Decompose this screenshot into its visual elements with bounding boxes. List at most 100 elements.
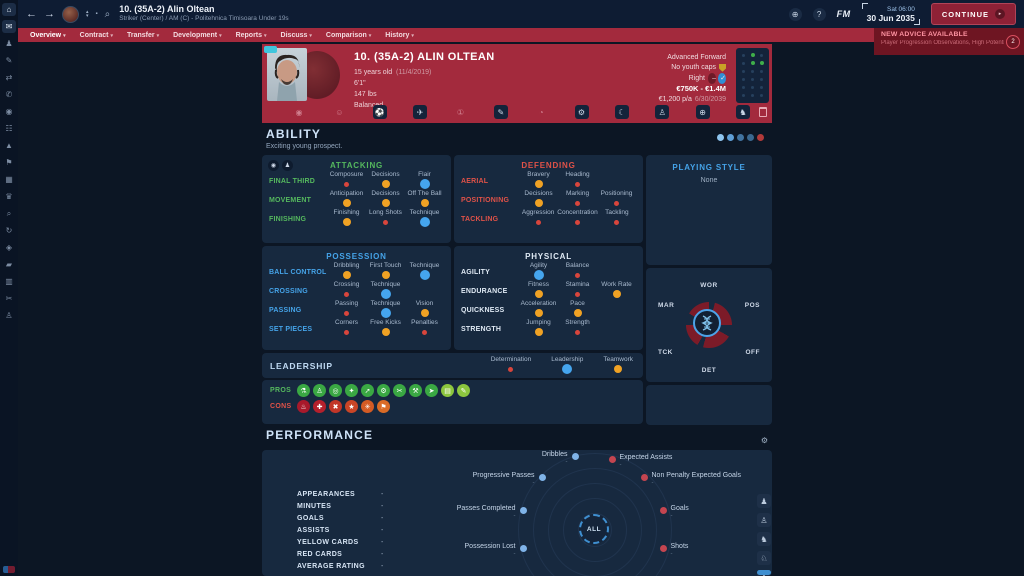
- orbit-node-progressive-passes[interactable]: Progressive Passes -: [473, 472, 546, 486]
- layout-icon[interactable]: ▪: [95, 11, 98, 17]
- calendar-icon[interactable]: ▦: [5, 175, 13, 184]
- section-icon-5[interactable]: ①: [456, 107, 465, 117]
- view-dot[interactable]: [727, 134, 734, 141]
- squad-shirt-icon[interactable]: ♟: [5, 39, 13, 48]
- scouting-search-icon[interactable]: ⌕: [6, 208, 12, 218]
- club-shield-icon[interactable]: ◈: [5, 243, 13, 252]
- player-pose-icon-4[interactable]: ♘: [757, 551, 771, 565]
- inbox-icon[interactable]: ✉: [2, 20, 16, 33]
- transfers-arrows-icon[interactable]: ⇄: [5, 73, 13, 82]
- pro-trait-icon[interactable]: ➤: [425, 384, 438, 397]
- menu-tab-comparison[interactable]: Comparison ▾: [319, 32, 378, 39]
- player-stepper[interactable]: ▴ ▾: [86, 9, 89, 19]
- flag-icon[interactable]: ⚑: [5, 158, 13, 167]
- section-icon-9[interactable]: ☾: [614, 105, 629, 119]
- section-icon-12[interactable]: ♞: [735, 105, 750, 119]
- orbit-node-dribbles[interactable]: Dribbles -: [542, 451, 579, 465]
- menu-tab-overview[interactable]: Overview ▾: [23, 32, 73, 39]
- pro-trait-icon[interactable]: ▤: [441, 384, 454, 397]
- help-icon[interactable]: ?: [812, 7, 826, 21]
- section-icon-1[interactable]: ◉: [295, 107, 303, 117]
- pro-trait-icon[interactable]: ✎: [457, 384, 470, 397]
- orbit-node-shots[interactable]: Shots -: [659, 543, 688, 557]
- con-trait-icon[interactable]: ✖: [329, 400, 342, 413]
- performance-settings-gear-icon[interactable]: ⚙: [760, 436, 768, 445]
- new-advice-notice[interactable]: NEW ADVICE AVAILABLE Player Progression …: [874, 28, 1024, 55]
- section-icon-10[interactable]: ♙: [655, 105, 670, 119]
- pro-trait-icon[interactable]: ♙: [313, 384, 326, 397]
- orbit-node-goals[interactable]: Goals -: [659, 505, 689, 519]
- con-trait-icon[interactable]: ✳: [361, 400, 374, 413]
- menu-tab-history[interactable]: History ▾: [378, 32, 421, 39]
- briefcase-icon[interactable]: ▰: [5, 260, 13, 269]
- view-dot[interactable]: [737, 134, 744, 141]
- tactics-clipboard-icon[interactable]: ✎: [5, 56, 13, 65]
- section-icon-6[interactable]: ✎: [493, 105, 508, 119]
- view-dot[interactable]: [747, 134, 754, 141]
- section-icon-3[interactable]: ⚽: [372, 105, 387, 119]
- orbit-node-passes-completed[interactable]: Passes Completed -: [457, 505, 527, 519]
- menu-tab-reports[interactable]: Reports ▾: [229, 32, 274, 39]
- trash-icon[interactable]: [759, 107, 767, 117]
- pro-trait-icon[interactable]: ➚: [361, 384, 374, 397]
- section-icon-7[interactable]: ◔: [538, 107, 544, 117]
- attribute-dot-wrap: [344, 307, 349, 319]
- pro-trait-icon[interactable]: ⚒: [409, 384, 422, 397]
- con-trait-icon[interactable]: ♨: [297, 400, 310, 413]
- training-cone-icon[interactable]: ▲: [5, 141, 13, 150]
- staff-list-icon[interactable]: ☷: [5, 124, 13, 133]
- pro-trait-icon[interactable]: ⚗: [297, 384, 310, 397]
- view-dot[interactable]: [757, 134, 764, 141]
- player-name: 10. (35A-2) ALIN OLTEAN: [354, 51, 495, 63]
- scrollbar-thumb[interactable]: [757, 570, 771, 575]
- stats-panel-icon[interactable]: ▥: [5, 277, 13, 286]
- chevron-down-icon: ▾: [219, 32, 222, 39]
- attribute-name: Teamwork: [603, 356, 633, 363]
- performance-header: PERFORMANCE: [266, 428, 373, 442]
- player-pose-icon-3[interactable]: ♞: [757, 532, 771, 546]
- compare-player-icon[interactable]: ◉: [268, 160, 279, 171]
- orbit-node-possession-lost[interactable]: Possession Lost -: [465, 543, 527, 557]
- competition-trophy-icon[interactable]: ♛: [5, 192, 13, 201]
- menu-tab-discuss[interactable]: Discuss ▾: [274, 32, 319, 39]
- search-icon[interactable]: ⌕: [104, 8, 111, 20]
- pro-trait-icon[interactable]: ✦: [345, 384, 358, 397]
- menu-tab-development[interactable]: Development ▾: [166, 32, 228, 39]
- stepper-up-icon[interactable]: ▴: [86, 9, 89, 15]
- club-crest-icon[interactable]: [62, 5, 79, 23]
- attribute-name: Crossing: [333, 281, 360, 288]
- analysis-icon[interactable]: ✂: [5, 294, 13, 303]
- player-pose-icon-1[interactable]: ♟: [757, 494, 771, 508]
- view-dot[interactable]: [717, 134, 724, 141]
- section-icon-2[interactable]: ☺: [335, 107, 344, 117]
- continue-button[interactable]: CONTINUE ▸: [930, 3, 1016, 25]
- attribute-category-label: CROSSING: [269, 288, 308, 295]
- con-trait-icon[interactable]: ★: [345, 400, 358, 413]
- forward-arrow-icon[interactable]: →: [44, 8, 55, 20]
- position-dot: [742, 94, 745, 98]
- con-trait-icon[interactable]: ⚑: [377, 400, 390, 413]
- pro-trait-icon[interactable]: ◎: [329, 384, 342, 397]
- attribute-name: Determination: [490, 356, 532, 363]
- stepper-down-icon[interactable]: ▾: [86, 13, 89, 19]
- pro-trait-icon[interactable]: ⚙: [377, 384, 390, 397]
- compare-player-icon[interactable]: ♟: [282, 160, 293, 171]
- player-pose-icon-2[interactable]: ♙: [757, 513, 771, 527]
- back-arrow-icon[interactable]: ←: [26, 8, 37, 20]
- section-icon-4[interactable]: ✈: [413, 105, 428, 119]
- orbit-center[interactable]: ALL: [579, 514, 609, 544]
- youth-pawn-icon[interactable]: ♙: [5, 311, 13, 320]
- phone-icon[interactable]: ✆: [5, 90, 13, 99]
- orbit-node-non-penalty-expected-goals[interactable]: Non Penalty Expected Goals -: [640, 472, 741, 486]
- globe-icon[interactable]: ⊕: [788, 7, 802, 21]
- menu-tab-transfer[interactable]: Transfer ▾: [120, 32, 166, 39]
- refresh-icon[interactable]: ↻: [5, 226, 13, 235]
- menu-tab-contract[interactable]: Contract ▾: [73, 32, 120, 39]
- con-trait-icon[interactable]: ✚: [313, 400, 326, 413]
- home-icon[interactable]: ⌂: [2, 3, 16, 16]
- orbit-node-expected-assists[interactable]: Expected Assists -: [608, 454, 672, 468]
- section-icon-11[interactable]: ⊕: [695, 105, 710, 119]
- pro-trait-icon[interactable]: ✂: [393, 384, 406, 397]
- section-icon-8[interactable]: ⚙: [574, 105, 589, 119]
- ball-icon[interactable]: ◉: [5, 107, 13, 116]
